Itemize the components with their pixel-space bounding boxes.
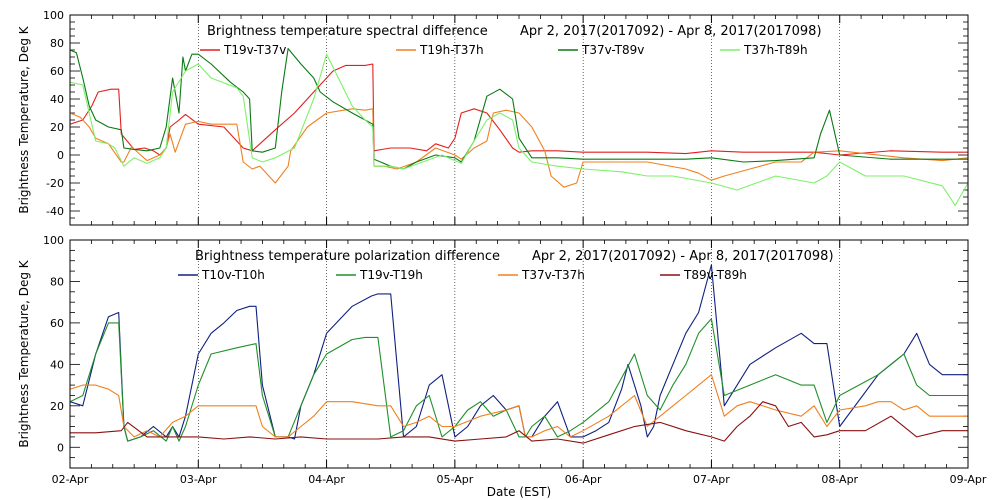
bottom-x-tick-label: 08-Apr: [821, 473, 858, 486]
top-y-tick-label: 40: [50, 93, 64, 106]
top-plot-frame: [69, 14, 969, 226]
top-legend: T19v-T37v T19h-T37h T37v-T89v T37h-T89h: [200, 43, 808, 57]
bottom-chart-date-range: Apr 2, 2017(2017092) - Apr 8, 2017(20170…: [532, 249, 834, 264]
bottom-y-tick-label: 0: [57, 441, 64, 454]
bottom-series-line-t37v-t37h: [70, 374, 968, 438]
x-axis-label: Date (EST): [487, 485, 551, 499]
bottom-y-tick-labels: 0 20 40 60 80 100: [43, 234, 64, 454]
top-day-gridlines: [197, 15, 841, 225]
bottom-x-tick-label: 03-Apr: [180, 473, 217, 486]
bottom-legend: T10v-T10h T19v-T19h T37v-T37h T89v-T89h: [178, 268, 747, 282]
top-y-tick-label: 20: [50, 121, 64, 134]
top-y-tick-label: 0: [57, 149, 64, 162]
bottom-series-lines: [70, 264, 968, 444]
top-series-line-t37v-t89v: [70, 48, 968, 170]
bottom-x-tick-label: 09-Apr: [950, 473, 987, 486]
bottom-legend-label-t37v-t37h: T37v-T37h: [521, 268, 585, 282]
bottom-legend-label-t19v-t19h: T19v-T19h: [359, 268, 423, 282]
bottom-y-tick-label: 60: [50, 317, 64, 330]
top-legend-label-t37h-t89h: T37h-T89h: [743, 43, 808, 57]
bottom-legend-label-t10v-t10h: T10v-T10h: [201, 268, 265, 282]
bottom-series-line-t89v-t89h: [70, 401, 968, 444]
top-chart-date-range: Apr 2, 2017(2017092) - Apr 8, 2017(20170…: [520, 24, 822, 39]
bottom-y-tick-label: 40: [50, 358, 64, 371]
bottom-x-tick-labels: 02-Apr 03-Apr 04-Apr 05-Apr 06-Apr 07-Apr 08-A…: [52, 473, 987, 486]
spectral-difference-panel: -40 -20 0 20 40 60 80 100 Brightness temperatur…: [17, 9, 969, 226]
bottom-chart-title: Brightness temperature polarization diff…: [195, 249, 500, 264]
top-y-axis-label: Brightness Temperature, Deg K: [17, 25, 31, 213]
top-y-tick-label: 60: [50, 65, 64, 78]
polarization-difference-panel: 0 20 40 60 80 100 02-Apr 03-Apr 04-Apr 05-Apr 06-…: [17, 234, 987, 499]
bottom-x-tick-label: 05-Apr: [436, 473, 473, 486]
top-y-tick-label: -40: [46, 205, 64, 218]
top-legend-label-t19h-t37h: T19h-T37h: [419, 43, 484, 57]
top-series-lines: [70, 48, 968, 206]
bottom-plot-frame: [69, 239, 969, 469]
top-y-tick-label: -20: [46, 177, 64, 190]
top-axis-ticks: [69, 14, 969, 226]
top-series-line-t37h-t89h: [70, 53, 968, 206]
bottom-y-tick-label: 100: [43, 234, 64, 247]
top-legend-label-t37v-t89v: T37v-T89v: [581, 43, 644, 57]
bottom-x-tick-label: 04-Apr: [308, 473, 345, 486]
bottom-x-tick-label: 07-Apr: [693, 473, 730, 486]
bottom-series-line-t19v-t19h: [70, 318, 968, 442]
bottom-x-tick-label: 06-Apr: [565, 473, 602, 486]
bottom-y-axis-label: Brightness Temperature, Deg K: [17, 259, 31, 447]
top-y-tick-label: 100: [43, 9, 64, 22]
bottom-x-tick-label: 02-Apr: [52, 473, 89, 486]
bottom-series-line-t10v-t10h: [70, 264, 968, 442]
top-legend-label-t19v-t37v: T19v-T37v: [223, 43, 286, 57]
top-chart-title: Brightness temperature spectral differen…: [207, 24, 488, 39]
bottom-y-tick-label: 20: [50, 400, 64, 413]
top-y-tick-labels: -40 -20 0 20 40 60 80 100: [43, 9, 64, 218]
bottom-y-tick-label: 80: [50, 275, 64, 288]
bottom-legend-label-t89v-t89h: T89v-T89h: [683, 268, 747, 282]
top-y-tick-label: 80: [50, 37, 64, 50]
